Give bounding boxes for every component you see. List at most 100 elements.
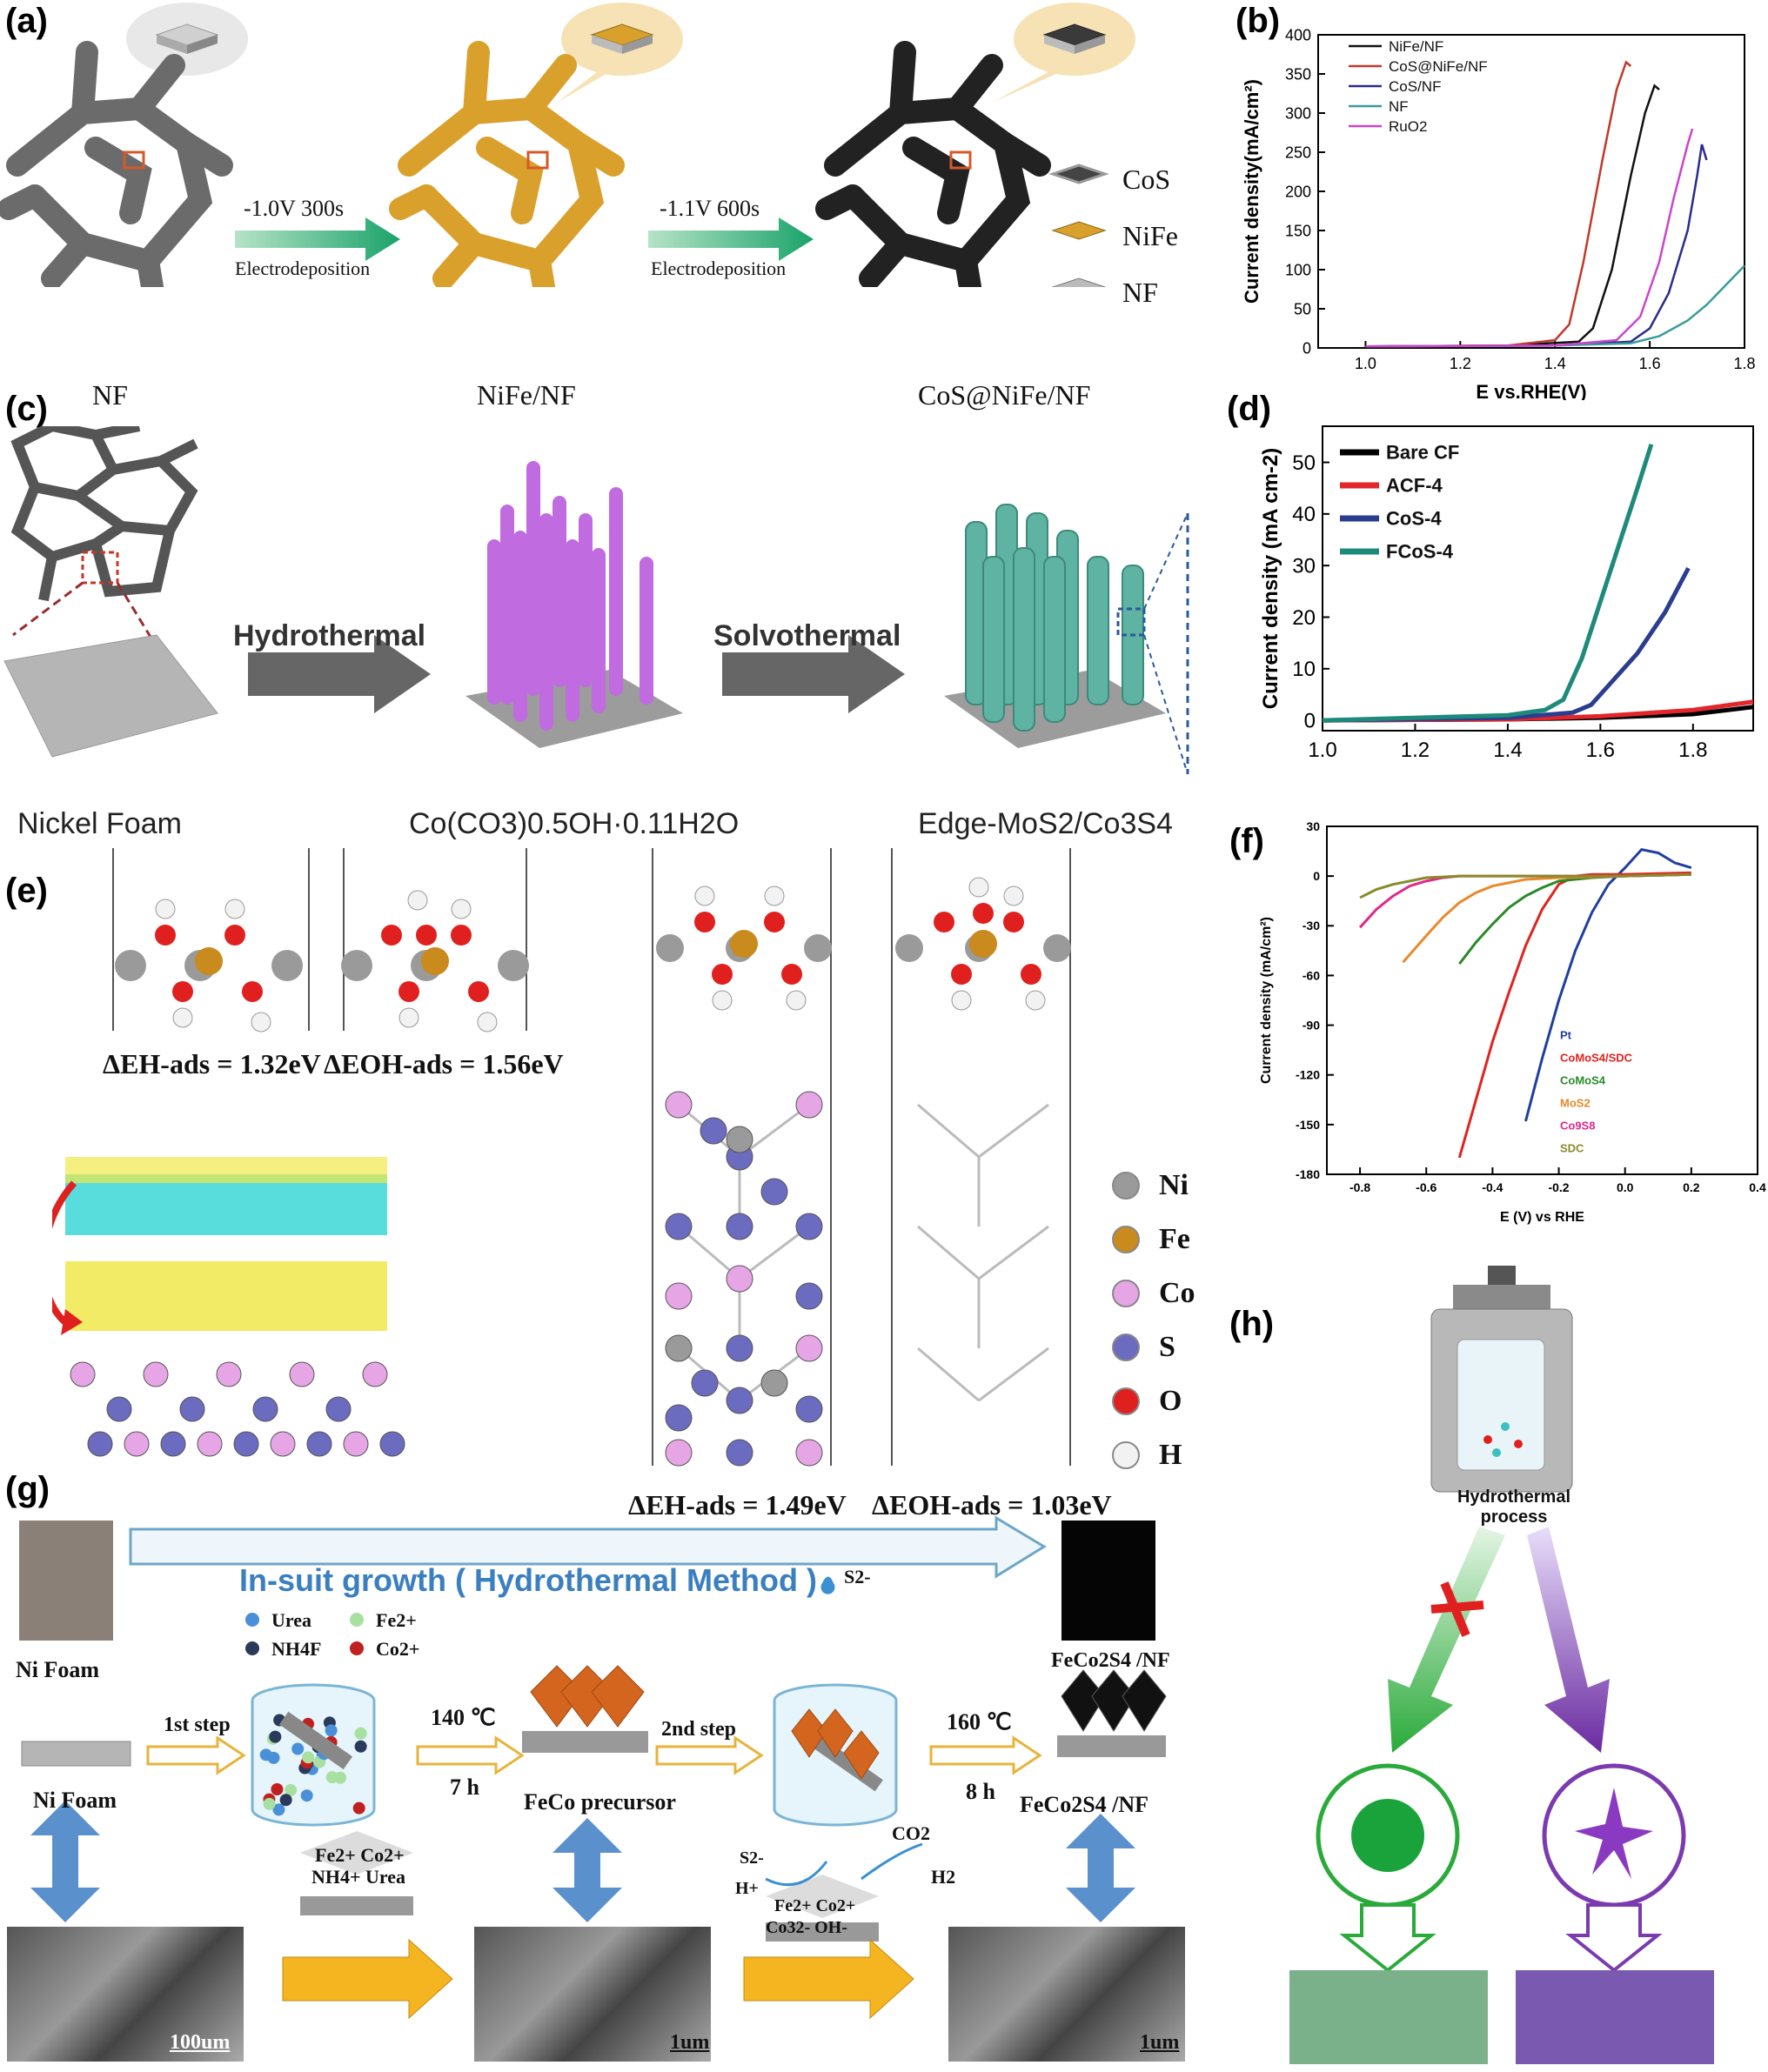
- caption-nickel-foam: Nickel Foam: [17, 807, 182, 840]
- slab-atom: [306, 1431, 332, 1457]
- atom: [795, 1439, 823, 1467]
- y-tick-label: 150: [1285, 222, 1311, 239]
- co2-label: CO2: [892, 1822, 930, 1844]
- y-tick-label: -180: [1296, 1167, 1320, 1181]
- x-tick-label: 1.0: [1355, 355, 1376, 372]
- reagent-dot: [259, 1748, 272, 1761]
- element-legend-item: H: [1112, 1428, 1234, 1482]
- element-legend: Ni Fe Co S O H: [1112, 1159, 1234, 1482]
- hydrothermal-process-label: Hydrothermal process: [1457, 1487, 1571, 1527]
- y-tick-label: 200: [1285, 183, 1311, 200]
- atom-name: Fe: [1159, 1223, 1190, 1255]
- ions2-h: H+: [735, 1879, 759, 1898]
- reagent-dot: [302, 1751, 315, 1764]
- legend-nf: NF: [1122, 277, 1158, 308]
- atom-swatch: [1112, 1226, 1140, 1253]
- atom: [760, 1178, 788, 1206]
- x-tick-label: 1.6: [1586, 739, 1615, 762]
- atom: [726, 1126, 753, 1153]
- slab-atom: [197, 1431, 223, 1457]
- atom: [726, 1213, 753, 1240]
- atom-swatch: [1112, 1387, 1140, 1415]
- reagent-dot: [285, 1783, 298, 1796]
- panel-d-label: (d): [1227, 390, 1272, 428]
- y-tick-label: -120: [1296, 1068, 1320, 1082]
- panel-h-label: (h): [1229, 1305, 1275, 1343]
- panel-g-label: (g): [5, 1470, 50, 1508]
- atom: [665, 1439, 693, 1467]
- y-tick-label: 350: [1285, 65, 1311, 83]
- atom: [726, 1265, 753, 1293]
- cond2-temp: 160 ℃: [947, 1709, 1012, 1734]
- series-line-4: [1365, 128, 1694, 348]
- step-solvothermal: Solvothermal: [713, 619, 901, 652]
- panel-c-schematic: [3, 426, 1189, 775]
- slab-atom: [70, 1361, 96, 1387]
- mol-4: [895, 877, 1071, 1011]
- panel-g-schematic: [21, 1515, 1167, 2020]
- ni-foam-photo: [19, 1521, 113, 1641]
- x-axis-label: E vs.RHE(V): [1476, 381, 1586, 400]
- atom-name: S: [1159, 1331, 1175, 1363]
- legend-entry: Co9S8: [1560, 1120, 1595, 1133]
- legend-entry: RuO2: [1389, 118, 1427, 135]
- energy-4: ΔEOH-ads = 1.03eV: [872, 1489, 1112, 1521]
- caption-edge-mos2: Edge-MoS2/Co3S4: [918, 807, 1173, 840]
- x-tick-label: -0.8: [1349, 1180, 1370, 1194]
- h2-label: H2: [931, 1866, 956, 1888]
- plot-frame: [1322, 425, 1754, 732]
- ions2-s: S2-: [740, 1848, 764, 1868]
- arrow2-method: Electrodeposition: [651, 257, 787, 279]
- cond1-temp: 140 ℃: [431, 1705, 496, 1730]
- legend-cos: CoS: [1122, 164, 1171, 195]
- slab-atom: [179, 1396, 205, 1422]
- legend-entry: CoS@NiFe/NF: [1389, 58, 1488, 75]
- element-legend-item: Co: [1112, 1267, 1234, 1320]
- sem-product: [948, 1927, 1185, 2062]
- y-tick-label: -90: [1303, 1018, 1320, 1032]
- slab-atom: [252, 1396, 278, 1422]
- reagent-dot: [352, 1801, 365, 1815]
- arrow1-method: Electrodeposition: [235, 257, 371, 279]
- x-axis-label: E (V) vs RHE: [1500, 1210, 1584, 1225]
- slab-atom: [87, 1431, 113, 1457]
- atom: [665, 1213, 693, 1240]
- ions1-line2: NH4+ Urea: [311, 1866, 406, 1888]
- y-tick-label: 250: [1285, 144, 1311, 161]
- element-legend-item: Ni: [1112, 1159, 1234, 1213]
- slab-atom: [343, 1431, 369, 1457]
- legend-entry: SDC: [1560, 1142, 1584, 1155]
- y-tick-label: -30: [1303, 919, 1320, 932]
- legend-entry: FCoS-4: [1386, 541, 1454, 563]
- step1-label: 1st step: [164, 1714, 231, 1736]
- panel-b-label: (b): [1236, 2, 1281, 40]
- atom-swatch: [1112, 1280, 1140, 1307]
- cos-nife-foam: [815, 41, 1051, 287]
- panel-a-label: (a): [5, 2, 48, 40]
- atom: [665, 1334, 693, 1362]
- y-tick-label: 100: [1285, 261, 1311, 278]
- y-tick-label: -150: [1296, 1118, 1320, 1132]
- slab-atom: [270, 1431, 296, 1457]
- caption-precursor: Co(CO3)0.5OH·0.11H2O: [409, 807, 740, 840]
- precursor-label: FeCo precursor: [524, 1789, 676, 1815]
- series-line-1: [1365, 60, 1632, 348]
- x-tick-label: 1.8: [1733, 355, 1755, 372]
- atom: [726, 1439, 753, 1467]
- x-tick-label: -0.4: [1482, 1180, 1503, 1194]
- nife-foam: [389, 41, 625, 287]
- mol-2: [341, 890, 529, 1033]
- element-legend-item: Fe: [1112, 1213, 1234, 1267]
- x-tick-label: -0.2: [1548, 1180, 1569, 1194]
- mol-1: [115, 899, 303, 1033]
- atom-name: Co: [1159, 1277, 1195, 1309]
- slab-atom: [216, 1361, 242, 1387]
- atom: [795, 1213, 823, 1240]
- series-line-2: [1365, 144, 1708, 348]
- panel-e-label: (e): [5, 872, 48, 910]
- ions1-line1: Fe2+ Co2+: [315, 1844, 405, 1866]
- y-tick-label: 400: [1285, 26, 1311, 43]
- y-axis-label: Current density (mA cm-2): [1259, 448, 1282, 710]
- energy-2: ΔEOH-ads = 1.56eV: [324, 1048, 564, 1079]
- reagent-dot: [279, 1794, 292, 1807]
